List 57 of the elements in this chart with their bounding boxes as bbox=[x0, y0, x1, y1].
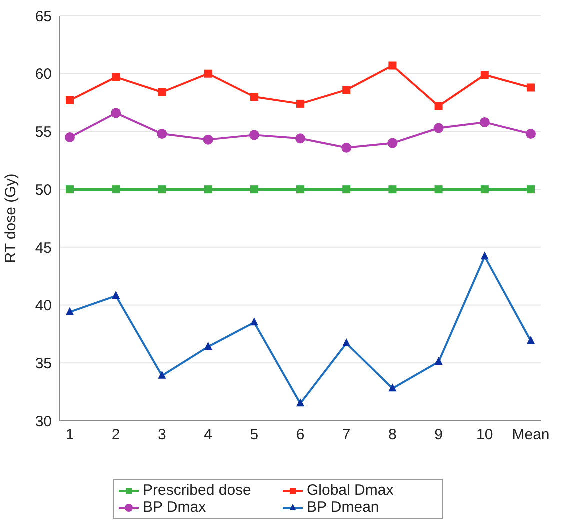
x-tick-label: 5 bbox=[250, 426, 259, 444]
point bbox=[388, 186, 397, 194]
point bbox=[480, 117, 490, 128]
y-tick-label: 35 bbox=[35, 355, 52, 372]
point bbox=[527, 84, 535, 92]
legend-label: BP Dmean bbox=[307, 499, 380, 516]
x-tick-label: 2 bbox=[112, 426, 120, 444]
point bbox=[480, 71, 489, 80]
x-tick-label: 1 bbox=[66, 426, 74, 444]
legend-label: Global Dmax bbox=[307, 482, 394, 499]
x-tick-label: 9 bbox=[434, 426, 443, 444]
x-tick-label: 7 bbox=[342, 426, 351, 444]
x-tick-label: 8 bbox=[388, 426, 397, 444]
point bbox=[203, 134, 214, 145]
y-tick-label: 55 bbox=[35, 124, 52, 142]
legend-label: Prescribed dose bbox=[143, 482, 252, 499]
point bbox=[112, 186, 120, 194]
y-tick-label: 60 bbox=[35, 66, 52, 84]
y-tick-label: 30 bbox=[35, 413, 52, 430]
point bbox=[388, 62, 397, 70]
x-tick-label: 10 bbox=[476, 426, 494, 444]
point bbox=[480, 186, 489, 194]
point bbox=[434, 186, 443, 194]
point bbox=[66, 96, 74, 104]
point bbox=[111, 108, 122, 118]
point bbox=[434, 102, 443, 110]
point bbox=[296, 100, 304, 108]
point bbox=[342, 186, 351, 194]
point bbox=[296, 134, 306, 144]
point bbox=[249, 130, 260, 140]
x-tick-label: 4 bbox=[204, 426, 212, 444]
point bbox=[526, 129, 536, 140]
point bbox=[158, 186, 166, 194]
point bbox=[527, 186, 535, 194]
x-tick-label: Mean bbox=[512, 426, 550, 444]
point bbox=[158, 88, 166, 96]
legend-label: BP Dmax bbox=[143, 499, 206, 516]
x-tick-label: 6 bbox=[296, 426, 305, 444]
y-tick-label: 40 bbox=[35, 298, 52, 315]
x-tick-label: 3 bbox=[158, 426, 166, 444]
point bbox=[250, 186, 258, 194]
y-tick-label: 65 bbox=[35, 8, 52, 26]
y-axis-title: RT dose (Gy) bbox=[2, 174, 20, 264]
point bbox=[434, 123, 444, 134]
y-tick-label: 45 bbox=[35, 240, 52, 257]
point bbox=[204, 186, 212, 194]
point bbox=[65, 132, 75, 142]
point bbox=[342, 86, 351, 94]
point bbox=[204, 70, 212, 78]
y-tick-label: 50 bbox=[35, 182, 52, 199]
point bbox=[157, 129, 168, 140]
point bbox=[66, 186, 74, 194]
point bbox=[342, 142, 352, 153]
point bbox=[112, 73, 120, 82]
point bbox=[296, 186, 304, 194]
point bbox=[388, 138, 398, 148]
point bbox=[250, 93, 258, 101]
